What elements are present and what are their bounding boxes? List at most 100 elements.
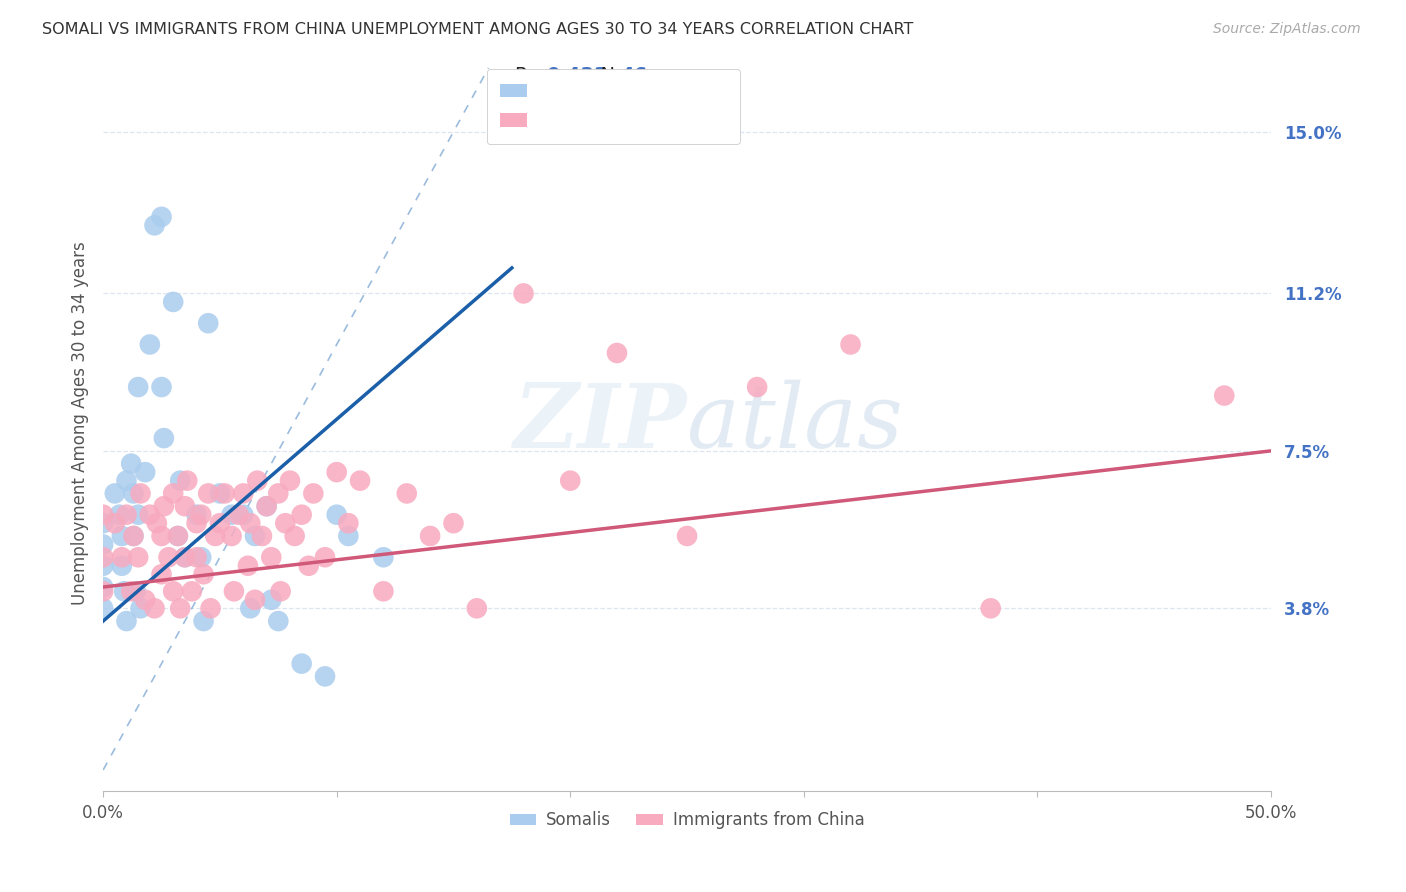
Point [153,431,176,445]
Point [314,669,336,683]
Point [91,550,114,565]
Point [980,601,1002,615]
Point [176,474,198,488]
Point [162,294,184,309]
Point [291,508,314,522]
Point [214,486,236,500]
Point [243,529,266,543]
Point [465,601,488,615]
Point [395,486,418,500]
Point [173,550,195,565]
Point [302,486,325,500]
Point [167,529,190,543]
Point [190,508,212,522]
Text: ZIP: ZIP [513,380,688,467]
Point [325,465,347,479]
Point [91,580,114,594]
Text: 0.401: 0.401 [546,104,607,123]
Point [267,486,290,500]
Point [193,567,215,582]
Point [91,601,114,615]
Point [232,508,254,522]
Point [239,601,262,615]
Text: atlas: atlas [688,380,903,467]
Point [162,486,184,500]
Point [146,516,169,531]
Point [120,457,142,471]
Point [236,558,259,573]
Text: R =: R = [516,66,558,86]
Point [139,337,162,351]
Point [373,584,395,599]
Point [186,550,208,565]
Point [204,529,226,543]
Point [274,516,297,531]
Text: Source: ZipAtlas.com: Source: ZipAtlas.com [1213,22,1361,37]
Point [284,529,307,543]
Text: SOMALI VS IMMIGRANTS FROM CHINA UNEMPLOYMENT AMONG AGES 30 TO 34 YEARS CORRELATI: SOMALI VS IMMIGRANTS FROM CHINA UNEMPLOY… [42,22,914,37]
Point [239,516,262,531]
Point [153,499,176,513]
Point [143,601,166,615]
Point [246,474,269,488]
Text: 46: 46 [620,66,648,86]
Point [337,516,360,531]
Point [337,529,360,543]
Point [127,380,149,394]
Point [839,337,862,351]
Point [193,614,215,628]
Point [150,210,173,224]
Point [173,550,195,565]
Point [111,558,134,573]
Point [115,474,138,488]
Point [134,592,156,607]
Point [111,550,134,565]
Point [325,508,347,522]
Point [260,550,283,565]
Text: R =: R = [516,104,558,123]
Text: 0.433: 0.433 [546,66,607,86]
Point [270,584,292,599]
Point [143,219,166,233]
Point [200,601,222,615]
Point [167,529,190,543]
Point [373,550,395,565]
Point [186,508,208,522]
Text: N =: N = [588,66,644,86]
Point [91,516,114,531]
Point [208,516,231,531]
Point [162,584,184,599]
Point [197,486,219,500]
Point [260,592,283,607]
Point [228,508,250,522]
Point [129,601,152,615]
Point [190,550,212,565]
Point [112,584,135,599]
Point [745,380,768,394]
Point [221,529,243,543]
Point [186,516,208,531]
Point [150,380,173,394]
Point [122,529,145,543]
Point [139,508,162,522]
Point [122,486,145,500]
Point [157,550,180,565]
Point [150,529,173,543]
Point [606,346,628,360]
Point [349,474,371,488]
Point [91,558,114,573]
Point [169,601,191,615]
Point [250,529,273,543]
Point [134,465,156,479]
Point [129,486,152,500]
Point [115,508,138,522]
Point [127,508,149,522]
Point [256,499,278,513]
Point [419,529,441,543]
Text: N =: N = [588,104,644,123]
Point [125,584,148,599]
Point [256,499,278,513]
Point [108,508,131,522]
Point [197,316,219,330]
Legend: Somalis, Immigrants from China: Somalis, Immigrants from China [503,805,872,836]
